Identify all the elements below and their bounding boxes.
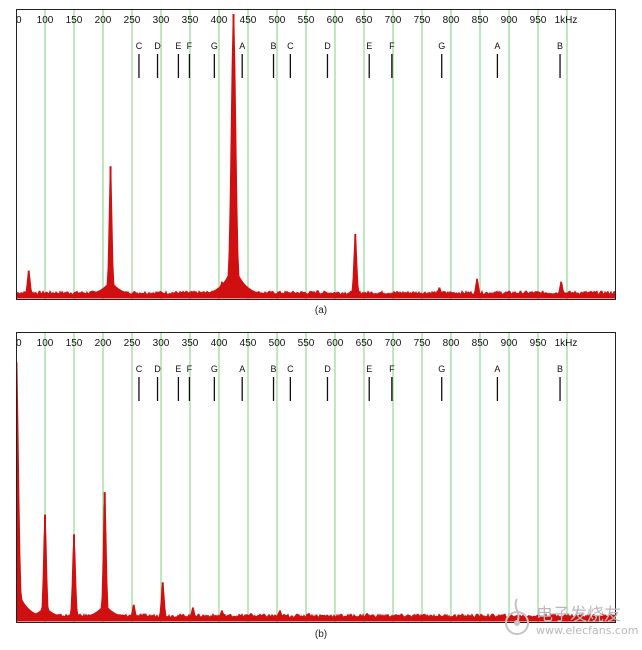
x-tick-label: 50 [17,15,22,26]
x-tick-label: 700 [385,338,402,349]
x-tick-label: 950 [530,15,547,26]
note-label: G [438,41,445,51]
note-label: B [271,364,277,374]
x-tick-label: 550 [298,338,315,349]
x-tick-label: 850 [472,338,489,349]
note-label: D [324,41,331,51]
x-tick-label: 950 [530,338,547,349]
note-label: C [287,41,294,51]
note-label: C [136,41,143,51]
x-tick-label: 500 [269,338,286,349]
note-label: F [187,41,193,51]
note-label: A [239,41,245,51]
x-tick-label: 800 [443,338,460,349]
x-tick-label: 850 [472,15,489,26]
note-label: G [438,364,445,374]
x-tick-label: 450 [240,338,257,349]
note-label: E [366,364,372,374]
x-tick-label: 250 [124,338,141,349]
spectrum-svg-b: 50 100 150 200 250 300 350 400 450 500 550 600 650 70… [17,333,615,622]
x-tick-label: 500 [269,15,286,26]
caption-b: (b) [314,629,328,640]
watermark-logo: 电子发烧友 www.elecfans.com [500,596,640,646]
note-label: A [239,364,245,374]
caption-a: (a) [314,305,328,316]
x-tick-label: 600 [327,15,344,26]
note-label: E [175,364,181,374]
note-label: F [389,41,395,51]
x-tick-label: 900 [501,15,518,26]
x-tick-label: 450 [240,15,257,26]
x-tick-label: 200 [95,338,112,349]
note-label: G [211,41,218,51]
x-tick-label: 100 [37,15,54,26]
x-tick-label: 900 [501,338,518,349]
x-tick-label: 750 [414,338,431,349]
note-label: B [271,41,277,51]
note-label: A [494,364,500,374]
x-tick-label: 250 [124,15,141,26]
x-unit-label: 1kHz [555,15,578,26]
spectrum-trace [17,361,615,620]
note-label: B [557,41,563,51]
note-label: B [557,364,563,374]
x-tick-label: 400 [211,15,228,26]
note-label: A [494,41,500,51]
x-tick-label: 150 [66,15,83,26]
x-tick-label: 550 [298,15,315,26]
note-label: D [324,364,331,374]
note-label: C [136,364,143,374]
note-label: F [389,364,395,374]
spectrum-chart-a: 50 100 150 200 250 300 350 400 450 500 550 600 650 70… [16,9,616,300]
x-tick-label: 50 [17,338,22,349]
x-tick-label: 300 [153,15,170,26]
x-tick-label: 650 [356,338,373,349]
x-tick-label: 600 [327,338,344,349]
x-tick-label: 350 [182,338,199,349]
x-tick-label: 800 [443,15,460,26]
x-tick-label: 200 [95,15,112,26]
watermark-text-cn: 电子发烧友 [536,605,621,625]
x-tick-label: 350 [182,15,199,26]
note-label: G [211,364,218,374]
note-label: E [366,41,372,51]
x-tick-label: 400 [211,338,228,349]
x-tick-label: 750 [414,15,431,26]
note-label: F [187,364,193,374]
x-tick-label: 100 [37,338,54,349]
x-tick-label: 650 [356,15,373,26]
watermark-text-url: www.elecfans.com [536,624,639,637]
spectrum-svg-a: 50 100 150 200 250 300 350 400 450 500 550 600 650 70… [17,10,615,299]
spectrum-chart-b: 50 100 150 200 250 300 350 400 450 500 550 600 650 70… [16,332,616,623]
x-unit-label: 1kHz [555,338,578,349]
spectrum-trace [17,20,615,297]
x-tick-label: 300 [153,338,170,349]
x-tick-label: 150 [66,338,83,349]
watermark-icon [505,598,529,635]
note-label: C [287,364,294,374]
note-label: D [154,364,161,374]
x-tick-label: 700 [385,15,402,26]
note-label: E [175,41,181,51]
note-label: D [154,41,161,51]
